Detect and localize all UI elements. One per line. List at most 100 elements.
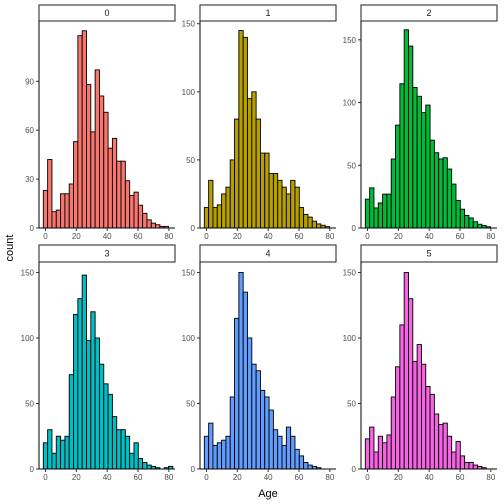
histogram-bar	[433, 413, 440, 470]
x-tick-label: 0	[365, 473, 370, 482]
histogram-bar	[408, 45, 414, 229]
histogram-bar	[373, 207, 379, 229]
histogram-bar	[238, 30, 244, 229]
histogram-bar	[81, 274, 87, 470]
histogram-bar	[268, 173, 274, 229]
y-tick-label: 0	[191, 224, 196, 233]
histogram-bar	[208, 422, 214, 470]
histogram-bar	[277, 179, 283, 229]
histogram-bar	[103, 383, 109, 470]
histogram-bar	[395, 366, 401, 470]
histogram-bar	[446, 435, 453, 470]
histogram-bar	[137, 458, 144, 470]
x-tick-label: 0	[43, 232, 48, 241]
facet-title: 5	[426, 249, 431, 259]
histogram-bar	[73, 141, 79, 229]
y-tick-label: 0	[30, 465, 35, 474]
x-tick-label: 0	[204, 232, 209, 241]
histogram-bar	[281, 444, 287, 470]
histogram-bar	[272, 429, 279, 470]
histogram-bar	[42, 442, 49, 470]
histogram-bar	[272, 173, 279, 229]
histogram-bar	[77, 35, 83, 229]
histogram-bar	[268, 409, 274, 470]
x-tick-label: 80	[325, 473, 334, 482]
histogram-bar	[255, 370, 261, 470]
histogram-bar	[107, 147, 113, 229]
histogram-bar	[94, 337, 100, 470]
histogram-bar	[412, 87, 418, 229]
y-tick-label: 50	[347, 399, 356, 408]
y-tick-label: 30	[25, 175, 34, 184]
histogram-bar	[150, 222, 157, 229]
x-tick-label: 20	[233, 473, 242, 482]
histogram-bar	[429, 393, 435, 470]
x-tick-label: 40	[103, 232, 112, 241]
histogram-bar	[90, 131, 96, 229]
histogram-bar	[281, 186, 287, 229]
x-tick-label: 20	[72, 473, 81, 482]
histogram-bar	[442, 157, 448, 229]
x-tick-label: 60	[456, 232, 465, 241]
x-tick-label: 60	[134, 232, 143, 241]
y-tick-label: 0	[191, 465, 196, 474]
histogram-bar	[455, 441, 461, 470]
histogram-bar	[234, 118, 240, 229]
x-tick-label: 80	[486, 232, 495, 241]
histogram-bar	[203, 435, 210, 470]
histogram-bar	[111, 416, 118, 470]
histogram-bar	[90, 311, 96, 470]
histogram-bar	[64, 435, 70, 470]
histogram-bar	[464, 461, 470, 470]
histogram-bar	[247, 337, 253, 470]
histogram-bar	[438, 158, 444, 229]
x-tick-label: 80	[164, 232, 173, 241]
histogram-bar	[107, 393, 113, 470]
x-tick-label: 20	[233, 232, 242, 241]
facet-strip	[360, 4, 498, 22]
histogram-bar	[216, 442, 223, 470]
x-tick-label: 40	[264, 232, 273, 241]
histogram-bar	[137, 204, 144, 229]
histogram-bar	[86, 84, 92, 229]
x-tick-label: 20	[394, 473, 403, 482]
histogram-bar	[416, 344, 422, 470]
histogram-bar	[116, 160, 122, 229]
x-tick-label: 80	[164, 473, 173, 482]
histogram-bar	[455, 199, 461, 229]
histogram-bar	[433, 152, 440, 229]
facet-panel-1: 1 0 50 100 150 0 20 40 60 80	[182, 4, 337, 241]
x-tick-label: 0	[365, 232, 370, 241]
histogram-bar	[146, 464, 152, 470]
histogram-bar	[420, 112, 427, 229]
y-tick-label: 90	[25, 77, 34, 86]
histogram-bar	[294, 448, 300, 470]
histogram-bar	[212, 444, 218, 470]
histogram-bar	[242, 36, 248, 229]
histogram-bar	[251, 91, 257, 229]
histogram-bar	[221, 193, 227, 229]
x-tick-label: 80	[486, 473, 495, 482]
y-tick-label: 50	[186, 156, 195, 165]
histogram-bar	[459, 455, 466, 470]
histogram-bar	[94, 69, 100, 229]
histogram-bar	[116, 429, 122, 470]
histogram-bar	[408, 298, 414, 470]
histogram-bar	[142, 212, 148, 229]
facet-strip	[360, 244, 498, 263]
histogram-bar	[64, 193, 70, 229]
histogram-bar	[416, 95, 422, 229]
histogram-bar	[259, 152, 266, 229]
y-tick-label: 0	[30, 224, 35, 233]
histogram-bar	[377, 202, 384, 229]
histogram-bar	[451, 183, 457, 229]
histogram-bar	[55, 209, 62, 229]
histogram-bar	[459, 208, 466, 229]
histogram-bar	[412, 361, 418, 470]
x-tick-label: 40	[264, 473, 273, 482]
histogram-bar	[216, 204, 223, 229]
histogram-bar	[203, 207, 210, 229]
